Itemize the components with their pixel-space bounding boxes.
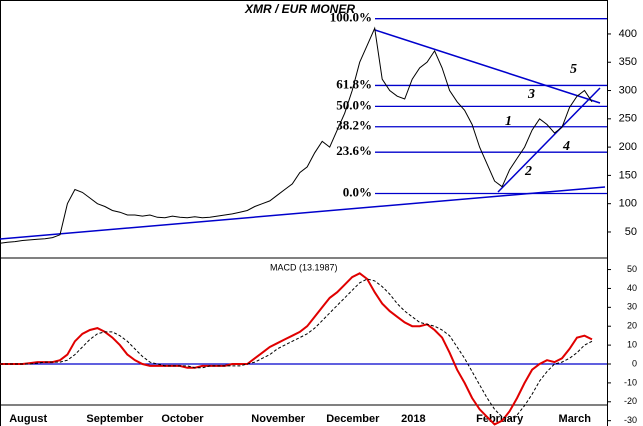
trendline — [497, 87, 601, 193]
macd-line — [0, 272, 593, 426]
y-tick-label: 10 — [627, 339, 637, 349]
y-tick-label: -10 — [624, 377, 637, 387]
y-tick-label: 40 — [627, 283, 637, 293]
y-tick-label: 350 — [619, 56, 637, 68]
x-tick-label: February — [476, 413, 524, 425]
y-tick-label: 100 — [619, 198, 637, 210]
x-tick-label: October — [161, 413, 204, 425]
y-tick-label: 50 — [625, 226, 637, 238]
macd-line — [0, 278, 593, 420]
chart-title: XMR / EUR MONER — [244, 2, 355, 16]
macd-title: MACD (13.1987) — [270, 262, 338, 272]
y-tick-label: 400 — [619, 28, 637, 40]
y-tick-label: 30 — [627, 302, 637, 312]
x-tick-label: March — [559, 413, 592, 425]
price-line — [0, 26, 593, 244]
frame — [0, 0, 608, 426]
fib-label: 23.6% — [336, 143, 372, 158]
wave-label: 5 — [570, 62, 577, 77]
y-tick-label: 20 — [627, 321, 637, 331]
x-tick-label: August — [9, 413, 47, 425]
y-tick-label: 50 — [627, 264, 637, 274]
wave-label: 4 — [562, 139, 570, 154]
x-tick-label: November — [251, 413, 306, 425]
y-tick-label: 250 — [619, 113, 637, 125]
x-tick-label: December — [326, 413, 380, 425]
y-tick-label: -20 — [624, 396, 637, 406]
trendline — [0, 186, 606, 240]
fib-label: 100.0% — [330, 10, 372, 25]
y-tick-label: 150 — [619, 169, 637, 181]
wave-label: 3 — [527, 87, 535, 102]
x-tick-label: September — [86, 413, 144, 425]
x-tick-label: 2018 — [401, 413, 425, 425]
wave-label: 2 — [524, 164, 532, 179]
fib-label: 38.2% — [336, 118, 372, 133]
y-tick-label: 200 — [619, 141, 637, 153]
y-tick-label: -30 — [624, 415, 637, 425]
trendline — [374, 29, 601, 104]
y-tick-label: 0 — [632, 358, 637, 368]
y-tick-label: 300 — [619, 84, 637, 96]
fib-label: 50.0% — [336, 97, 372, 112]
fib-label: 0.0% — [343, 184, 372, 199]
wave-label: 1 — [505, 114, 512, 129]
